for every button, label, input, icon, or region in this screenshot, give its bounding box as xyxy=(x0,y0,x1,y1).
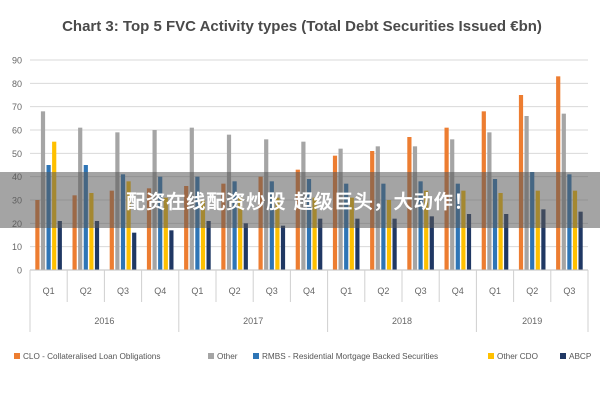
bar xyxy=(275,197,280,270)
x-group-label: 2019 xyxy=(522,316,542,326)
x-tick-label: Q1 xyxy=(489,286,501,296)
bar xyxy=(578,211,583,270)
bar xyxy=(386,200,392,270)
bar xyxy=(466,214,472,270)
bar xyxy=(163,197,168,270)
y-tick-label: 60 xyxy=(12,126,22,136)
bar xyxy=(72,195,77,270)
bar xyxy=(89,193,94,270)
x-tick-label: Q1 xyxy=(191,286,203,296)
legend-label: CLO - Collateralised Loan Obligations xyxy=(23,352,160,361)
x-tick-label: Q3 xyxy=(117,286,129,296)
x-group-label: 2018 xyxy=(392,316,412,326)
legend-label: ABCP xyxy=(569,352,592,361)
y-axis-ticks: 0102030405060708090 xyxy=(12,56,22,276)
chart-title: Chart 3: Top 5 FVC Activity types (Total… xyxy=(62,18,542,35)
x-tick-label: Q2 xyxy=(80,286,92,296)
bar xyxy=(109,190,114,270)
y-tick-label: 10 xyxy=(12,242,22,252)
bar xyxy=(146,188,152,270)
legend-swatch xyxy=(14,353,20,359)
bar xyxy=(541,209,546,270)
bar xyxy=(461,190,466,270)
legend-swatch xyxy=(208,353,214,359)
y-tick-label: 70 xyxy=(12,102,22,112)
bar xyxy=(392,218,397,270)
legend: CLO - Collateralised Loan Obligations Oth… xyxy=(14,352,592,361)
bar xyxy=(498,193,503,270)
legend-swatch xyxy=(488,353,494,359)
bar xyxy=(355,218,360,270)
bar xyxy=(535,190,540,270)
x-tick-label: Q3 xyxy=(563,286,575,296)
bar xyxy=(206,221,211,270)
x-tick-label: Q3 xyxy=(415,286,427,296)
legend-label: Other xyxy=(217,352,238,361)
bar xyxy=(184,186,189,270)
bar xyxy=(94,221,100,270)
x-tick-label: Q4 xyxy=(303,286,315,296)
bar xyxy=(349,197,354,270)
x-tick-label: Q2 xyxy=(526,286,538,296)
legend-label: Other CDO xyxy=(497,352,538,361)
x-tick-label: Q4 xyxy=(154,286,166,296)
x-group-label: 2017 xyxy=(243,316,263,326)
legend-swatch xyxy=(560,353,566,359)
watermark-text: 配资在线配资炒股 超级巨头，大动作！ xyxy=(126,190,474,213)
bar xyxy=(424,190,429,270)
bar xyxy=(280,225,286,270)
x-tick-label: Q4 xyxy=(452,286,464,296)
bar xyxy=(57,221,62,270)
bar xyxy=(572,190,578,270)
bar xyxy=(238,197,243,270)
bar xyxy=(504,214,509,270)
legend-label: RMBS - Residential Mortgage Backed Secur… xyxy=(262,352,438,361)
x-tick-label: Q1 xyxy=(43,286,55,296)
y-tick-label: 50 xyxy=(12,149,22,159)
bar xyxy=(243,223,248,270)
x-tick-label: Q1 xyxy=(340,286,352,296)
x-tick-label: Q2 xyxy=(229,286,241,296)
x-group-label: 2016 xyxy=(94,316,114,326)
bar xyxy=(169,230,174,270)
y-tick-label: 0 xyxy=(17,266,22,276)
bar xyxy=(35,200,40,270)
bar xyxy=(312,197,317,270)
bar xyxy=(200,200,206,270)
watermark-banner: 配资在线配资炒股 超级巨头，大动作！ xyxy=(0,172,600,228)
legend-swatch xyxy=(253,353,259,359)
y-tick-label: 90 xyxy=(12,56,22,66)
bar xyxy=(132,232,137,270)
bar xyxy=(318,218,323,270)
y-tick-label: 80 xyxy=(12,79,22,89)
bar xyxy=(429,216,434,270)
x-tick-label: Q2 xyxy=(377,286,389,296)
x-tick-label: Q3 xyxy=(266,286,278,296)
x-axis: Q1 Q2 Q3 Q4 Q1 Q2 Q3 Q4 Q1 Q2 Q3 Q4 Q1 Q2 Q3 2016 2017 20… xyxy=(29,269,589,332)
